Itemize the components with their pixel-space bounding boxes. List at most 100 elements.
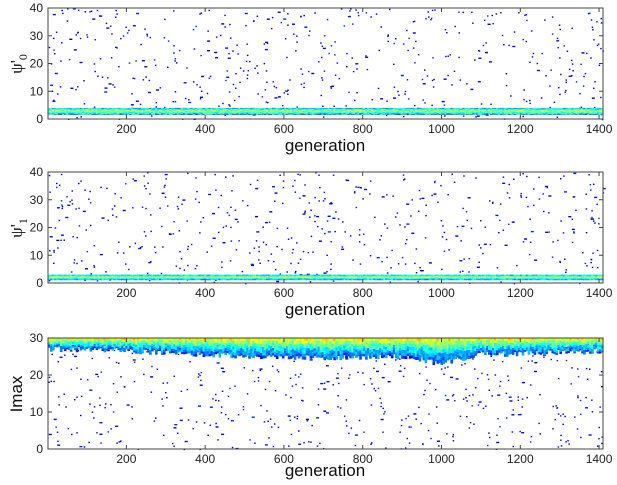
heatmap-band-cell bbox=[260, 276, 263, 278]
heatmap-cell bbox=[57, 93, 59, 95]
heatmap-cell bbox=[596, 203, 598, 205]
heatmap-band-cell bbox=[539, 113, 543, 115]
heatmap-band-cell bbox=[507, 274, 511, 276]
heatmap-cell bbox=[107, 77, 109, 79]
heatmap-band-cell bbox=[480, 108, 483, 110]
heatmap-cell bbox=[131, 93, 133, 95]
heatmap-band-cell bbox=[505, 112, 509, 114]
heatmap-band-cell bbox=[359, 113, 362, 115]
heatmap-band-cell bbox=[236, 111, 239, 113]
heatmap-band-cell bbox=[105, 279, 109, 281]
heatmap-band-cell bbox=[509, 275, 513, 277]
heatmap-band-cell bbox=[210, 112, 214, 114]
heatmap-band-cell bbox=[59, 274, 63, 276]
heatmap-band-cell bbox=[531, 276, 535, 278]
heatmap-band-cell bbox=[75, 112, 79, 114]
heatmap-band-cell bbox=[119, 274, 122, 276]
heatmap-band-cell bbox=[95, 110, 99, 112]
heatmap-band-cell bbox=[268, 109, 271, 111]
heatmap-band-cell bbox=[416, 113, 420, 115]
heatmap-band-cell bbox=[355, 108, 358, 110]
heatmap-band-cell bbox=[357, 113, 360, 115]
heatmap-band-cell bbox=[208, 108, 212, 110]
heatmap-band-cell bbox=[323, 275, 327, 277]
heatmap-band-cell bbox=[139, 278, 142, 280]
heatmap-band-cell bbox=[258, 277, 261, 279]
heatmap-band-cell bbox=[513, 274, 517, 276]
heatmap-band-cell bbox=[202, 111, 206, 113]
heatmap-band-cell bbox=[513, 113, 517, 115]
heatmap-band-cell bbox=[262, 277, 265, 279]
heatmap-band-cell bbox=[507, 277, 511, 279]
heatmap-band-cell bbox=[186, 113, 190, 115]
heatmap-band-cell bbox=[216, 113, 220, 115]
heatmap-band-cell bbox=[147, 113, 150, 115]
heatmap-band-cell bbox=[87, 110, 91, 112]
heatmap-band-cell bbox=[115, 274, 118, 276]
heatmap-band-cell bbox=[67, 275, 71, 277]
heatmap-band-cell bbox=[285, 277, 289, 279]
heatmap-band-cell bbox=[57, 112, 61, 114]
heatmap-band-cell bbox=[404, 274, 408, 276]
heatmap-band-cell bbox=[220, 113, 223, 115]
heatmap-band-cell bbox=[254, 112, 257, 114]
heatmap-band-cell bbox=[357, 111, 360, 113]
heatmap-band-cell bbox=[549, 111, 553, 113]
heatmap-band-cell bbox=[525, 276, 529, 278]
heatmap-band-cell bbox=[381, 109, 384, 111]
heatmap-band-cell bbox=[103, 277, 107, 278]
heatmap-cell bbox=[186, 67, 188, 69]
heatmap-band-cell bbox=[539, 278, 543, 280]
heatmap-band-cell bbox=[222, 110, 225, 112]
heatmap-band-cell bbox=[52, 113, 55, 115]
heatmap-cell bbox=[291, 252, 294, 254]
heatmap-cell bbox=[128, 62, 131, 64]
heatmap-cell bbox=[308, 34, 310, 37]
heatmap-band-cell bbox=[125, 109, 128, 111]
heatmap-band-cell bbox=[452, 277, 455, 279]
heatmap-band-cell bbox=[531, 109, 535, 111]
heatmap-band-cell bbox=[496, 113, 499, 115]
heatmap-band-cell bbox=[196, 110, 200, 112]
heatmap-band-cell bbox=[456, 274, 459, 276]
heatmap-band-cell bbox=[569, 107, 572, 109]
heatmap-band-cell bbox=[228, 274, 231, 276]
heatmap-cell bbox=[229, 105, 231, 107]
heatmap-band-cell bbox=[159, 277, 162, 278]
heatmap-band-cell bbox=[517, 276, 521, 278]
heatmap-band-cell bbox=[581, 113, 584, 115]
heatmap-band-cell bbox=[361, 275, 364, 277]
heatmap-band-cell bbox=[537, 111, 541, 113]
heatmap-band-cell bbox=[547, 277, 551, 279]
heatmap-band-cell bbox=[446, 277, 449, 279]
heatmap-band-cell bbox=[404, 277, 408, 278]
heatmap-band-cell bbox=[339, 275, 342, 277]
heatmap-cell bbox=[337, 218, 340, 220]
heatmap-cell bbox=[586, 52, 588, 55]
heatmap-band-cell bbox=[121, 111, 124, 113]
heatmap-cell bbox=[441, 100, 445, 103]
heatmap-band-cell bbox=[105, 111, 109, 113]
heatmap-band-cell bbox=[240, 111, 243, 113]
heatmap-cell bbox=[184, 97, 187, 100]
heatmap-band-cell bbox=[527, 278, 531, 280]
heatmap-band-cell bbox=[450, 274, 453, 276]
heatmap-cell bbox=[406, 239, 408, 241]
heatmap-band-cell bbox=[551, 111, 555, 113]
heatmap-band-cell bbox=[442, 109, 445, 111]
heatmap-band-cell bbox=[595, 278, 598, 280]
heatmap-band-cell bbox=[519, 110, 523, 112]
heatmap-band-cell bbox=[107, 111, 111, 113]
heatmap-band-cell bbox=[466, 274, 469, 276]
heatmap-band-cell bbox=[424, 109, 428, 111]
heatmap-band-cell bbox=[111, 107, 114, 109]
heatmap-band-cell bbox=[394, 275, 398, 277]
heatmap-band-cell bbox=[351, 277, 354, 278]
heatmap-band-cell bbox=[178, 107, 182, 109]
heatmap-cell bbox=[318, 174, 320, 176]
heatmap-band-cell bbox=[587, 275, 590, 277]
heatmap-band-cell bbox=[589, 275, 592, 277]
heatmap-band-cell bbox=[77, 108, 81, 110]
heatmap-cell bbox=[93, 266, 96, 268]
heatmap-band-cell bbox=[388, 107, 392, 109]
